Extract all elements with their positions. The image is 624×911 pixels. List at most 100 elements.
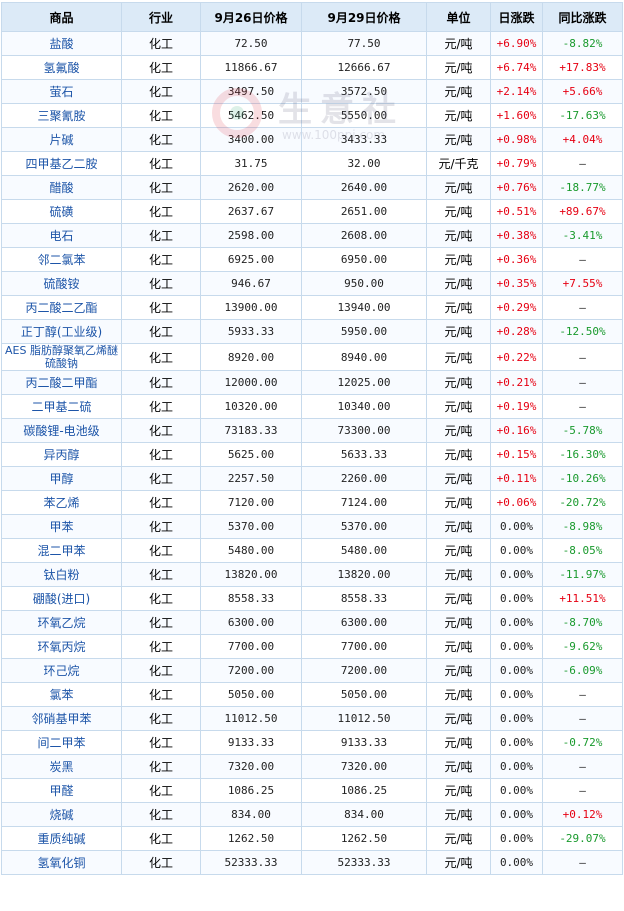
yoy-change-cell: — [542,706,623,731]
industry-cell: 化工 [121,586,201,611]
daily-change-cell: 0.00% [490,610,543,635]
yoy-change-cell: -8.98% [542,514,623,539]
product-name-link[interactable]: 碳酸锂-电池级 [1,418,122,443]
product-name-link[interactable]: 钛白粉 [1,562,122,587]
price-sep29-cell: 8940.00 [301,343,427,371]
product-name-link[interactable]: 醋酸 [1,175,122,200]
price-sep29-cell: 10340.00 [301,394,427,419]
product-name-link[interactable]: 氢氧化铜 [1,850,122,875]
daily-change-cell: +0.15% [490,442,543,467]
product-name-link[interactable]: 氯苯 [1,682,122,707]
product-name-link[interactable]: 炭黑 [1,754,122,779]
table-row: 硼酸(进口) 化工 8558.33 8558.33 元/吨 0.00% +11.51% [1,586,623,611]
price-sep26-cell: 2620.00 [200,175,302,200]
price-sep29-cell: 73300.00 [301,418,427,443]
table-row: 环己烷 化工 7200.00 7200.00 元/吨 0.00% -6.09% [1,658,623,683]
unit-cell: 元/吨 [426,538,491,563]
product-name-link[interactable]: 硫磺 [1,199,122,224]
product-name-link[interactable]: 环己烷 [1,658,122,683]
industry-cell: 化工 [121,103,201,128]
product-name-link[interactable]: 片碱 [1,127,122,152]
product-name-link[interactable]: 丙二酸二甲酯 [1,370,122,395]
product-name-link[interactable]: 混二甲苯 [1,538,122,563]
product-name-link[interactable]: 异丙醇 [1,442,122,467]
daily-change-cell: +0.11% [490,466,543,491]
yoy-change-cell: -3.41% [542,223,623,248]
product-name-link[interactable]: 甲醛 [1,778,122,803]
price-sep26-cell: 5933.33 [200,319,302,344]
product-name-link[interactable]: 盐酸 [1,31,122,56]
unit-cell: 元/吨 [426,562,491,587]
industry-cell: 化工 [121,538,201,563]
price-sep26-cell: 5370.00 [200,514,302,539]
yoy-change-cell: -8.70% [542,610,623,635]
table-row: 邻硝基甲苯 化工 11012.50 11012.50 元/吨 0.00% — [1,706,623,731]
industry-cell: 化工 [121,394,201,419]
yoy-change-cell: +4.04% [542,127,623,152]
yoy-change-cell: +17.83% [542,55,623,80]
unit-cell: 元/吨 [426,343,491,371]
product-name-link[interactable]: 三聚氰胺 [1,103,122,128]
product-name-link[interactable]: 丙二酸二乙酯 [1,295,122,320]
daily-change-cell: 0.00% [490,562,543,587]
industry-cell: 化工 [121,514,201,539]
price-sep26-cell: 11866.67 [200,55,302,80]
product-name-link[interactable]: 正丁醇(工业级) [1,319,122,344]
table-row: 环氧丙烷 化工 7700.00 7700.00 元/吨 0.00% -9.62% [1,634,623,659]
product-name-link[interactable]: 苯乙烯 [1,490,122,515]
industry-cell: 化工 [121,778,201,803]
product-name-link[interactable]: 邻硝基甲苯 [1,706,122,731]
price-sep29-cell: 1086.25 [301,778,427,803]
daily-change-cell: +0.98% [490,127,543,152]
table-row: 氯苯 化工 5050.00 5050.00 元/吨 0.00% — [1,682,623,707]
product-name-link[interactable]: 重质纯碱 [1,826,122,851]
yoy-change-cell: +11.51% [542,586,623,611]
product-name-link[interactable]: 烧碱 [1,802,122,827]
unit-cell: 元/吨 [426,319,491,344]
product-name-link[interactable]: 四甲基乙二胺 [1,151,122,176]
price-sep29-cell: 2608.00 [301,223,427,248]
price-sep29-cell: 11012.50 [301,706,427,731]
unit-cell: 元/吨 [426,175,491,200]
yoy-change-cell: — [542,394,623,419]
product-name-link[interactable]: 二甲基二硫 [1,394,122,419]
yoy-change-cell: -11.97% [542,562,623,587]
price-sep29-cell: 12666.67 [301,55,427,80]
product-name-link[interactable]: AES 脂肪醇聚氧乙烯醚硫酸钠 [1,343,122,371]
yoy-change-cell: -29.07% [542,826,623,851]
product-name-link[interactable]: 电石 [1,223,122,248]
industry-cell: 化工 [121,802,201,827]
product-name-link[interactable]: 硼酸(进口) [1,586,122,611]
product-name-link[interactable]: 邻二氯苯 [1,247,122,272]
unit-cell: 元/吨 [426,418,491,443]
table-row: 间二甲苯 化工 9133.33 9133.33 元/吨 0.00% -0.72% [1,730,623,755]
price-sep29-cell: 5950.00 [301,319,427,344]
product-name-link[interactable]: 甲醇 [1,466,122,491]
table-row: 钛白粉 化工 13820.00 13820.00 元/吨 0.00% -11.97% [1,562,623,587]
price-sep26-cell: 5625.00 [200,442,302,467]
unit-cell: 元/吨 [426,79,491,104]
unit-cell: 元/吨 [426,199,491,224]
table-row: 甲苯 化工 5370.00 5370.00 元/吨 0.00% -8.98% [1,514,623,539]
daily-change-cell: 0.00% [490,826,543,851]
product-name-link[interactable]: 硫酸铵 [1,271,122,296]
industry-cell: 化工 [121,634,201,659]
table-row: 片碱 化工 3400.00 3433.33 元/吨 +0.98% +4.04% [1,127,623,152]
daily-change-cell: +0.16% [490,418,543,443]
industry-cell: 化工 [121,343,201,371]
unit-cell: 元/吨 [426,802,491,827]
product-name-link[interactable]: 甲苯 [1,514,122,539]
price-sep29-cell: 5050.00 [301,682,427,707]
daily-change-cell: +0.21% [490,370,543,395]
price-sep26-cell: 5050.00 [200,682,302,707]
product-name-link[interactable]: 环氧丙烷 [1,634,122,659]
yoy-change-cell: -17.63% [542,103,623,128]
product-name-link[interactable]: 氢氟酸 [1,55,122,80]
price-sep29-cell: 3572.50 [301,79,427,104]
daily-change-cell: +0.76% [490,175,543,200]
daily-change-cell: 0.00% [490,634,543,659]
daily-change-cell: 0.00% [490,754,543,779]
product-name-link[interactable]: 环氧乙烷 [1,610,122,635]
product-name-link[interactable]: 间二甲苯 [1,730,122,755]
product-name-link[interactable]: 萤石 [1,79,122,104]
